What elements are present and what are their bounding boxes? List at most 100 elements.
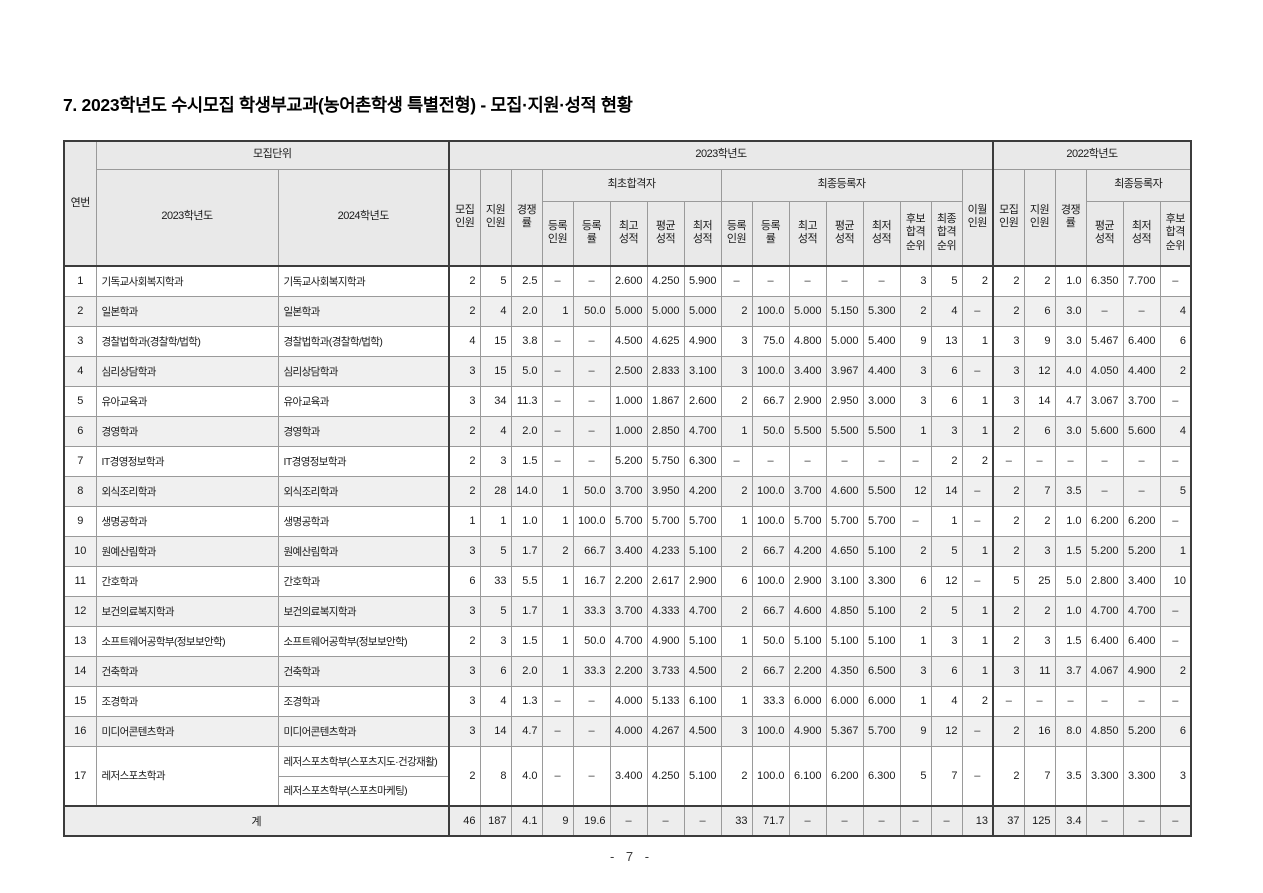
- header-leaf-2023: 후보 합격 순위: [899, 200, 932, 267]
- cell-value: 4.200: [788, 535, 827, 567]
- cell-value: –: [1159, 625, 1192, 657]
- cell-value: 2: [961, 445, 994, 477]
- cell-value: 1: [541, 475, 574, 507]
- cell-value: –: [572, 685, 611, 717]
- header-leaf-2023: 평균 성적: [825, 200, 864, 267]
- cell-value: 3: [899, 385, 932, 417]
- admission-stats-table-wrap: 연번 모집단위 2023학년도 2022학년도 2023학년도 2024학년도 모집 인원 지…: [63, 140, 1192, 837]
- cell-value: 1: [961, 535, 994, 567]
- cell-value: 7: [1023, 745, 1056, 807]
- cell-seq: 10: [63, 535, 97, 567]
- cell-dept-2023: 소프트웨어공학부(정보보안학): [95, 625, 279, 657]
- cell-value: 2: [992, 415, 1025, 447]
- total-value: –: [930, 805, 963, 837]
- cell-value: –: [751, 265, 790, 297]
- cell-value: 3: [448, 655, 481, 687]
- cell-dept-2023: 일본학과: [95, 295, 279, 327]
- cell-value: 6.000: [862, 685, 901, 717]
- cell-value: 4.800: [788, 325, 827, 357]
- cell-value: 66.7: [751, 655, 790, 687]
- cell-value: 1: [899, 685, 932, 717]
- header-dept-2023-col: 2023학년도: [95, 168, 279, 267]
- cell-dept-2024: 간호학과: [277, 565, 450, 597]
- cell-value: 2: [899, 595, 932, 627]
- cell-value: 5.467: [1085, 325, 1124, 357]
- cell-value: –: [961, 295, 994, 327]
- cell-value: 1.0: [1054, 265, 1087, 297]
- cell-value: 2: [961, 685, 994, 717]
- cell-value: 5.0: [1054, 565, 1087, 597]
- cell-seq: 9: [63, 505, 97, 537]
- table-row: 10 원예산림학과 원예산림학과 3 5 1.7 2 66.7 3.400 4.233 5.100 2…: [63, 535, 1192, 567]
- cell-value: 1: [541, 655, 574, 687]
- total-value: –: [788, 805, 827, 837]
- header-row-subgroups: 2023학년도 2024학년도 모집 인원 지원 인원 경쟁 률 최초합격자 최종등록자 이월…: [64, 168, 1192, 267]
- cell-value: –: [1159, 685, 1192, 717]
- cell-value: 100.0: [751, 745, 790, 807]
- cell-value: 1: [448, 505, 481, 537]
- cell-value: 2: [992, 535, 1025, 567]
- cell-value: 3: [479, 445, 512, 477]
- cell-value: –: [1159, 505, 1192, 537]
- cell-value: 3.400: [609, 535, 648, 567]
- header-leaf-2023: 평균 성적: [646, 200, 685, 267]
- cell-value: 4.000: [609, 715, 648, 747]
- cell-dept-2023: 생명공학과: [95, 505, 279, 537]
- cell-value: 5.000: [646, 295, 685, 327]
- cell-value: 16.7: [572, 565, 611, 597]
- cell-dept-2024: 기독교사회복지학과: [277, 265, 450, 297]
- total-value: –: [862, 805, 901, 837]
- cell-value: 6.400: [1122, 625, 1161, 657]
- cell-value: 2.617: [646, 565, 685, 597]
- cell-value: 5.200: [609, 445, 648, 477]
- header-recruit-count-2023: 모집 인원: [448, 168, 481, 267]
- cell-value: 2.850: [646, 415, 685, 447]
- cell-value: –: [899, 505, 932, 537]
- cell-value: 2: [720, 655, 753, 687]
- total-value: –: [1085, 805, 1124, 837]
- header-seq: 연번: [63, 140, 97, 267]
- header-leaf-2023: 등록 률: [751, 200, 790, 267]
- cell-value: 6: [930, 355, 963, 387]
- cell-value: 1.000: [609, 415, 648, 447]
- cell-value: 6.000: [788, 685, 827, 717]
- cell-seq: 16: [63, 715, 97, 747]
- cell-value: 1.3: [510, 685, 543, 717]
- cell-value: 3: [1023, 535, 1056, 567]
- cell-value: 14.0: [510, 475, 543, 507]
- total-value: 37: [992, 805, 1025, 837]
- cell-value: 12: [930, 565, 963, 597]
- cell-value: 3: [992, 385, 1025, 417]
- cell-seq: 17: [63, 745, 97, 807]
- cell-value: 8.0: [1054, 715, 1087, 747]
- cell-value: 4: [448, 325, 481, 357]
- cell-value: 6.200: [825, 745, 864, 807]
- cell-value: 5.900: [683, 265, 722, 297]
- cell-value: 5.700: [609, 505, 648, 537]
- table-row: 5 유아교육과 유아교육과 3 34 11.3– –1.000 1.867 2.600 2 66.7…: [63, 385, 1192, 417]
- cell-value: –: [1085, 475, 1124, 507]
- cell-value: 4.600: [825, 475, 864, 507]
- cell-value: 5.100: [683, 625, 722, 657]
- cell-value: –: [862, 265, 901, 297]
- cell-value: 2.200: [609, 565, 648, 597]
- cell-value: 4.700: [683, 415, 722, 447]
- cell-value: 3.300: [1085, 745, 1124, 807]
- cell-value: 2: [448, 445, 481, 477]
- cell-value: –: [1159, 265, 1192, 297]
- cell-seq: 6: [63, 415, 97, 447]
- cell-value: 100.0: [751, 505, 790, 537]
- cell-value: 1: [961, 625, 994, 657]
- cell-value: 100.0: [751, 715, 790, 747]
- cell-value: 3: [720, 715, 753, 747]
- cell-value: –: [541, 325, 574, 357]
- cell-dept-2023: 미디어콘텐츠학과: [95, 715, 279, 747]
- cell-value: 2: [899, 535, 932, 567]
- cell-value: 3.400: [788, 355, 827, 387]
- cell-value: 3.400: [1122, 565, 1161, 597]
- header-applicant-count-2022: 지원 인원: [1023, 168, 1056, 267]
- header-row-groups: 연번 모집단위 2023학년도 2022학년도: [63, 140, 1192, 267]
- cell-value: 5.500: [862, 415, 901, 447]
- cell-value: –: [788, 265, 827, 297]
- cell-value: –: [899, 445, 932, 477]
